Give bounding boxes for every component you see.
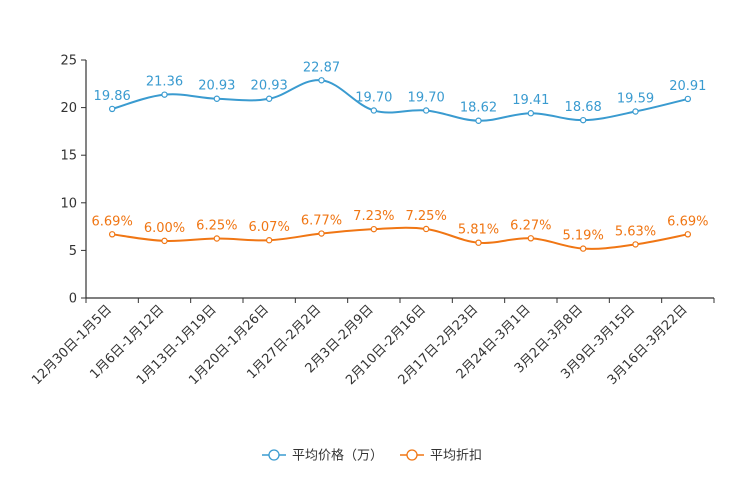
legend-marker-icon [268,449,280,461]
data-label: 6.25% [196,219,237,234]
data-point[interactable] [370,225,378,233]
data-point[interactable] [265,237,273,244]
data-label: 6.69% [92,214,133,229]
data-point[interactable] [422,225,430,233]
y-tick-label: 5 [69,244,77,259]
data-label: 19.86 [94,89,131,104]
data-label: 6.77% [301,214,342,229]
data-label: 19.41 [512,93,549,108]
data-label: 22.87 [303,60,340,75]
data-point[interactable] [213,95,221,102]
data-label: 20.93 [251,79,288,94]
series-1: 19.86 21.36 20.93 20.93 22.87 19.70 19.70 18.62… [94,60,706,124]
data-point[interactable] [213,235,221,242]
data-point[interactable] [475,117,482,124]
data-label: 6.69% [667,214,708,229]
legend[interactable]: 平均价格（万） 平均折扣 [262,448,482,464]
data-point[interactable] [475,239,482,246]
data-point[interactable] [108,231,116,238]
data-label: 7.23% [353,209,394,224]
data-label: 6.27% [510,218,551,233]
data-point[interactable] [265,95,273,102]
series-2: 6.69% 6.00% 6.25% 6.07% 6.77% 7.23% 7.25% 5.81%… [92,209,708,252]
data-point[interactable] [579,245,587,252]
data-point[interactable] [632,108,639,115]
data-point[interactable] [370,107,378,114]
data-label: 5.63% [615,224,656,239]
data-label: 20.91 [669,79,706,94]
data-label: 18.62 [460,101,497,116]
y-axis-ticks: 0 5 10 15 20 25 [60,54,86,307]
x-axis-tick-labels: 12月30日-1月5日1月6日-1月12日1月13日-1月19日1月20日-1月… [29,298,715,388]
y-tick-label: 10 [60,196,77,211]
series-line [111,79,689,122]
y-tick-label: 20 [60,101,77,116]
data-label: 21.36 [146,75,183,90]
data-point[interactable] [527,110,535,117]
series-line [112,226,689,250]
data-point[interactable] [527,235,535,242]
data-label: 19.59 [617,92,654,107]
data-point[interactable] [108,105,116,113]
data-label: 5.19% [563,229,604,244]
y-tick-label: 0 [69,292,77,307]
legend-item-1[interactable]: 平均价格（万） [262,448,383,464]
series-group: 19.86 21.36 20.93 20.93 22.87 19.70 19.70 18.62… [92,60,708,252]
legend-marker-icon [406,449,418,461]
y-tick-label: 15 [60,149,77,164]
legend-label: 平均折扣 [430,449,482,464]
data-point[interactable] [684,95,692,103]
legend-item-2[interactable]: 平均折扣 [400,449,482,464]
data-label: 19.70 [408,90,445,105]
data-label: 20.93 [198,79,235,94]
legend-label: 平均价格（万） [292,448,383,464]
data-point[interactable] [684,231,692,238]
data-point[interactable] [579,116,587,124]
data-point[interactable] [161,91,168,98]
data-label: 6.07% [249,220,290,235]
data-point[interactable] [318,230,325,237]
y-tick-label: 25 [60,54,77,69]
data-label: 6.00% [144,221,185,236]
data-point[interactable] [318,77,325,84]
data-point[interactable] [632,241,639,248]
data-label: 19.70 [355,90,392,105]
data-label: 18.68 [565,100,602,115]
data-point[interactable] [161,237,168,245]
data-label: 7.25% [406,209,447,224]
data-point[interactable] [422,107,430,114]
data-label: 5.81% [458,223,499,238]
